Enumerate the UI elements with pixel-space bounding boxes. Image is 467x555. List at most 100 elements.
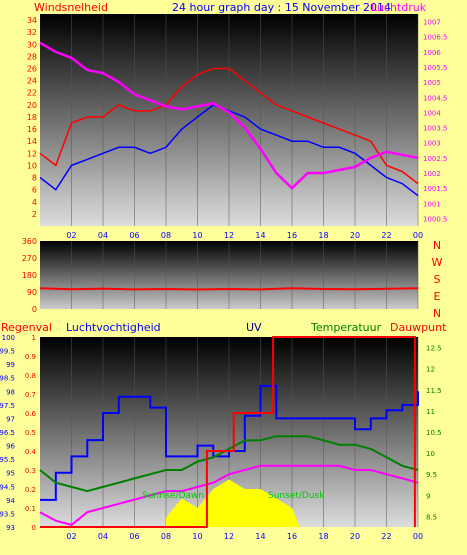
y-tick-label: 34 <box>27 16 37 25</box>
y-tick-label: 360 <box>22 237 37 246</box>
compass-label: N <box>433 307 441 320</box>
y-tick-label: 0.1 <box>25 505 36 513</box>
y-tick-label: 1002.5 <box>423 155 448 163</box>
y-tick-label: 1005.5 <box>423 64 448 72</box>
y-tick-label: 93 <box>6 524 15 532</box>
x-tick-label: 08 <box>161 231 171 240</box>
x-tick-label: 12 <box>224 532 234 541</box>
y-tick-label: 100 <box>2 334 15 342</box>
series-line-1 <box>39 104 419 197</box>
x-tick-label: 18 <box>318 532 328 541</box>
x-tick-label: 04 <box>98 532 108 541</box>
y-tick-label: 93.5 <box>0 510 15 518</box>
x-tick-label: 12 <box>224 231 234 240</box>
y-tick-label: 94 <box>6 497 15 505</box>
y-tick-label: 26 <box>27 65 37 74</box>
y-tick-label: 0 <box>32 305 37 314</box>
y-tick-label: 11.5 <box>426 387 442 395</box>
y-tick-label: 10 <box>27 161 37 170</box>
y-tick-label: 12 <box>27 149 37 158</box>
compass-label: N <box>433 239 441 252</box>
y-tick-label: 1006.5 <box>423 34 448 42</box>
y-tick-label: 96 <box>6 443 15 451</box>
wind-grid <box>71 14 419 226</box>
y-tick-label: 99.5 <box>0 348 15 356</box>
y-tick-label: 16 <box>27 125 37 134</box>
y-tick-label: 18 <box>27 113 37 122</box>
y-tick-label: 1004.5 <box>423 94 448 102</box>
y-tick-label: 30 <box>27 40 37 49</box>
y-tick-label: 6 <box>32 186 37 195</box>
dauwpunt-line <box>39 464 419 526</box>
y-tick-label: 0.5 <box>25 429 36 437</box>
y-tick-label: 14 <box>27 137 37 146</box>
x-tick-label: 20 <box>350 231 360 240</box>
y-tick-label: 0.2 <box>25 486 36 494</box>
compass-label: S <box>434 273 441 286</box>
y-tick-label: 0.9 <box>25 353 36 361</box>
temperature-label: Temperatuur <box>310 321 382 334</box>
y-tick-label: 0.8 <box>25 372 36 380</box>
y-tick-label: 95 <box>6 470 15 478</box>
y-tick-label: 8.5 <box>426 513 437 521</box>
y-tick-label: 1005 <box>423 79 441 87</box>
series-line-2 <box>39 41 419 190</box>
y-tick-label: 1000.5 <box>423 215 448 223</box>
regenval-line <box>40 336 416 528</box>
y-tick-label: 1003.5 <box>423 125 448 133</box>
y-tick-label: 180 <box>22 271 37 280</box>
x-tick-label: 04 <box>98 231 108 240</box>
y-tick-label: 98 <box>6 388 15 396</box>
rain-y-ticks: 0 0.1 0.2 0.3 0.4 0.5 0.6 0.7 0.8 0.9 1 <box>25 334 37 532</box>
y-tick-label: 99 <box>6 361 15 369</box>
x-tick-label: 14 <box>255 231 265 240</box>
y-tick-label: 1001 <box>423 200 441 208</box>
luchtvochtigheid-line <box>40 384 419 501</box>
y-tick-label: 24 <box>27 77 37 86</box>
humidity-label: Luchtvochtigheid <box>66 321 161 334</box>
y-tick-label: 98.5 <box>0 375 15 383</box>
y-tick-label: 97 <box>6 415 15 423</box>
dewpoint-label: Dauwpunt <box>390 321 447 334</box>
y-tick-label: 0.6 <box>25 410 37 418</box>
temperatuur-line <box>39 435 419 493</box>
series-line-0 <box>39 67 419 185</box>
x-tick-label: 00 <box>413 231 423 240</box>
y-tick-label: 1006 <box>423 49 441 57</box>
direction-line <box>39 287 419 291</box>
y-tick-label: 90 <box>27 288 37 297</box>
x-tick-label: 00 <box>413 532 423 541</box>
y-tick-label: 95.5 <box>0 456 15 464</box>
y-tick-label: 8 <box>32 174 37 183</box>
y-tick-label: 1 <box>32 334 36 342</box>
x-tick-label: 02 <box>66 532 76 541</box>
y-tick-label: 2 <box>32 210 37 219</box>
x-tick-label: 14 <box>255 532 265 541</box>
sunset-annotation: Sunset/Dusk <box>268 491 325 501</box>
y-tick-label: 28 <box>27 52 37 61</box>
y-tick-label: 1007 <box>423 19 441 27</box>
compass-label: E <box>434 290 441 303</box>
direction-grid <box>71 241 419 309</box>
y-tick-label: 96.5 <box>0 429 15 437</box>
x-tick-label: 10 <box>192 231 202 240</box>
y-tick-label: 20 <box>27 101 37 110</box>
y-tick-label: 1003 <box>423 140 441 148</box>
y-tick-label: 0.7 <box>25 391 36 399</box>
y-tick-label: 10.5 <box>426 429 442 437</box>
climate-series <box>39 336 419 528</box>
x-tick-label: 06 <box>129 231 139 240</box>
y-tick-label: 10 <box>426 450 435 458</box>
y-tick-label: 1001.5 <box>423 185 448 193</box>
y-tick-label: 1002 <box>423 170 441 178</box>
y-tick-label: 11 <box>426 408 435 416</box>
x-tick-label: 06 <box>129 532 139 541</box>
x-tick-label: 20 <box>350 532 360 541</box>
x-tick-label: 16 <box>287 231 297 240</box>
wind-x-ticks: 02 04 06 08 10 12 14 16 18 20 22 00 <box>66 231 423 240</box>
x-tick-label: 10 <box>192 532 202 541</box>
x-tick-label: 18 <box>318 231 328 240</box>
y-tick-label: 4 <box>32 198 37 207</box>
